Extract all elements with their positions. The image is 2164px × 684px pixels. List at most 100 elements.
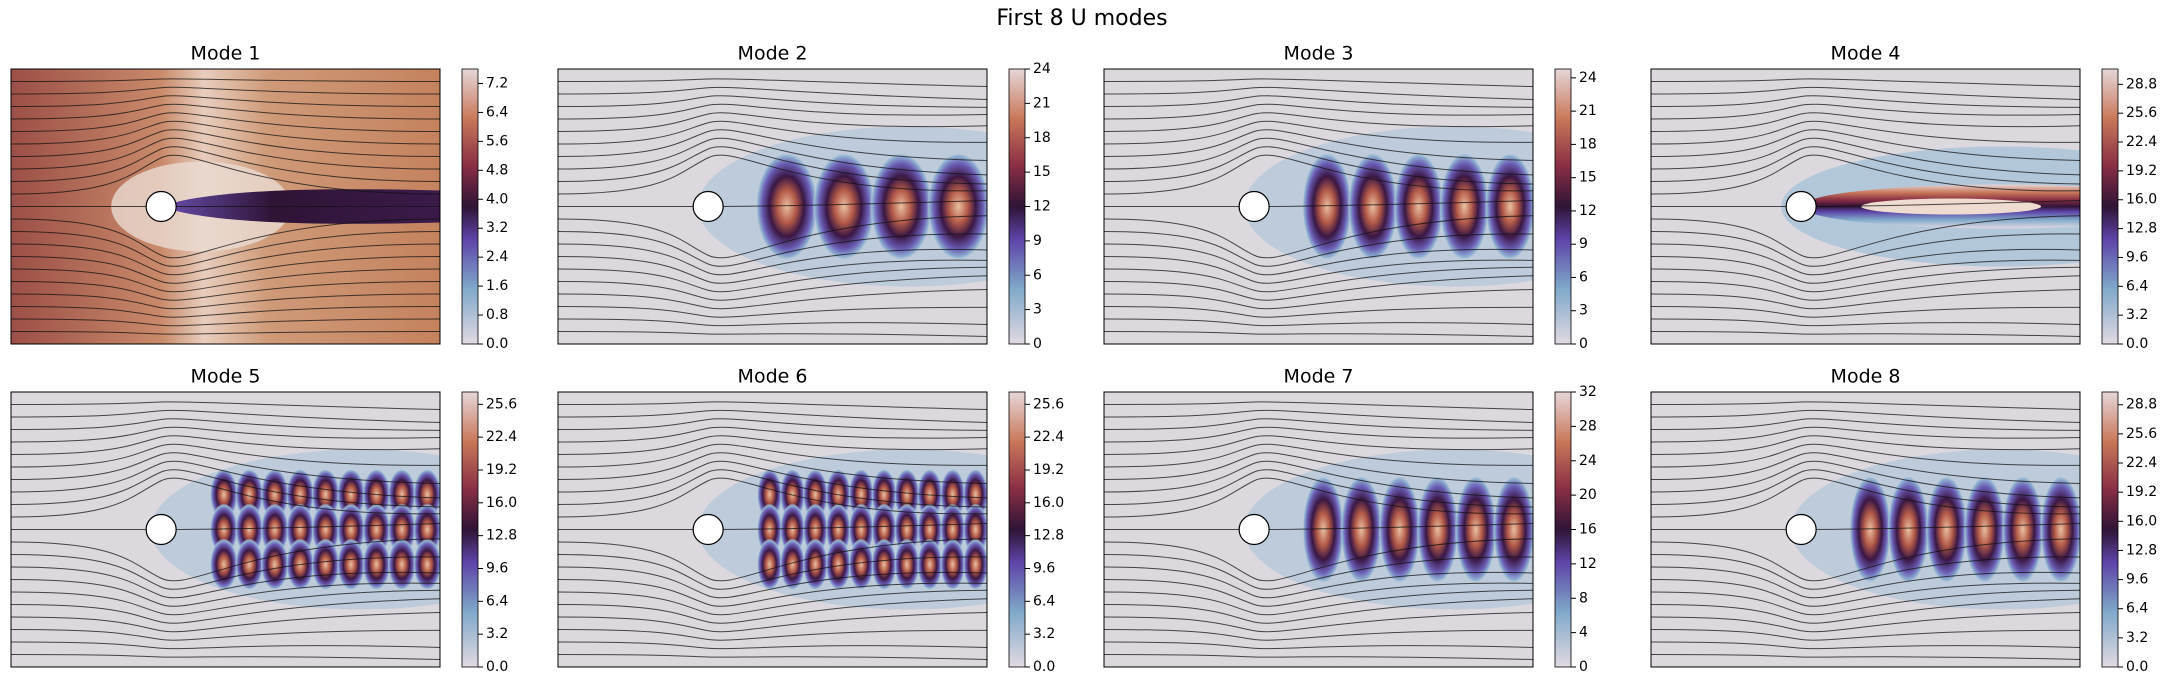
streamline <box>11 218 440 259</box>
streamline <box>11 231 440 267</box>
streamline <box>11 268 440 293</box>
colorbar-tick-label: 0 <box>1579 659 1588 675</box>
vortex <box>1393 151 1444 262</box>
streamline <box>1651 435 2080 455</box>
colorbar-tick-label: 28.8 <box>2126 76 2157 92</box>
streamline <box>558 95 987 108</box>
streamline <box>558 129 987 161</box>
streamline <box>1104 112 1533 132</box>
streamline <box>1104 318 1533 327</box>
streamline <box>1104 409 1533 423</box>
streamline <box>1104 146 1533 185</box>
vortex <box>779 538 806 591</box>
streamline <box>1104 243 1533 276</box>
colorbar-tick-label: 9.6 <box>486 560 508 576</box>
streamline <box>1651 318 2080 327</box>
streamline <box>1104 86 1533 100</box>
colorbar <box>461 68 479 345</box>
streamline <box>11 435 440 455</box>
streamline <box>558 318 987 327</box>
streamline <box>1104 477 1533 518</box>
colorbar-tick-label: 4.8 <box>486 162 508 178</box>
vortex <box>1492 474 1533 585</box>
colorbar-tick-label: 16.0 <box>1033 495 1064 511</box>
cylinder <box>145 190 177 223</box>
vortex <box>235 538 264 591</box>
streamline <box>1651 611 2080 633</box>
streamline <box>1651 154 2080 195</box>
streamline <box>1651 78 2080 88</box>
streamline <box>11 95 440 107</box>
streamline <box>558 215 987 259</box>
streamline <box>1104 256 1533 284</box>
streamline <box>1104 266 1533 293</box>
streamline <box>1104 598 1533 624</box>
streamline <box>1651 112 2080 132</box>
streamline <box>558 538 987 582</box>
streamline <box>1104 460 1533 499</box>
streamline <box>1104 331 1533 338</box>
streamline <box>11 566 440 599</box>
plot-frame <box>1650 68 2081 345</box>
streamline <box>11 426 440 443</box>
subplot-title: Mode 6 <box>738 366 808 388</box>
colorbar-tick-label: 0.0 <box>1033 659 1055 675</box>
field <box>11 69 440 344</box>
streamline <box>558 78 987 88</box>
colorbar-tick-label: 9.6 <box>2126 249 2148 265</box>
streamline <box>558 598 987 624</box>
streamline <box>11 306 440 318</box>
colorbar-tick-label: 5.6 <box>486 133 508 149</box>
plot-frame <box>557 68 988 345</box>
streamline <box>558 566 987 599</box>
vortex <box>1925 474 1968 585</box>
streamline <box>11 409 440 423</box>
cylinder <box>1785 190 1817 223</box>
streamline <box>1651 452 2080 484</box>
vortex <box>917 538 943 591</box>
streamline <box>1651 629 2080 641</box>
streamline <box>11 137 440 170</box>
streamline <box>11 86 440 95</box>
streamline <box>558 331 987 338</box>
streamline <box>1651 275 2080 301</box>
colorbar-tick-label: 3.2 <box>2126 630 2148 646</box>
streamline <box>558 629 987 641</box>
colorbar-tick-label: 12.8 <box>2126 542 2157 558</box>
colorbar-tick-label: 3 <box>1579 303 1588 319</box>
streamline <box>1104 654 1533 661</box>
streamline <box>11 146 440 182</box>
vortex <box>337 538 365 591</box>
colorbar-tick-label: 12 <box>1579 556 1597 572</box>
streamline <box>11 611 440 633</box>
subplot-title: Mode 2 <box>738 43 808 65</box>
streamline <box>1104 554 1533 590</box>
subplot-title: Mode 3 <box>1284 43 1354 65</box>
streamline <box>558 443 987 468</box>
colorbar-tick-label: 25.6 <box>2126 426 2157 442</box>
streamline <box>558 154 987 195</box>
streamline <box>1651 460 2080 499</box>
colorbar-tick-label: 16.0 <box>486 495 517 511</box>
streamline <box>1104 401 1533 411</box>
vortex <box>1347 151 1398 262</box>
streamline <box>11 256 440 284</box>
streamline <box>1651 641 2080 650</box>
streamline <box>11 120 440 145</box>
plot-frame <box>1103 391 1534 668</box>
colorbar-tick-label: 21 <box>1033 95 1051 111</box>
vortex <box>387 538 416 591</box>
colorbar-tick-label: 19.2 <box>2126 163 2157 179</box>
streamline <box>11 78 440 82</box>
colorbar-tick-label: 32 <box>1579 384 1597 400</box>
streamline <box>558 137 987 176</box>
colorbar-tick-label: 22.4 <box>1033 429 1064 445</box>
streamline <box>11 331 440 335</box>
streamline <box>558 231 987 267</box>
streamline <box>558 611 987 633</box>
streamline <box>11 579 440 607</box>
colorbar-tick-label: 0.0 <box>2126 336 2148 352</box>
colorbar <box>2101 68 2119 345</box>
colorbar-tick-label: 12 <box>1033 199 1051 215</box>
streamline <box>11 641 440 650</box>
